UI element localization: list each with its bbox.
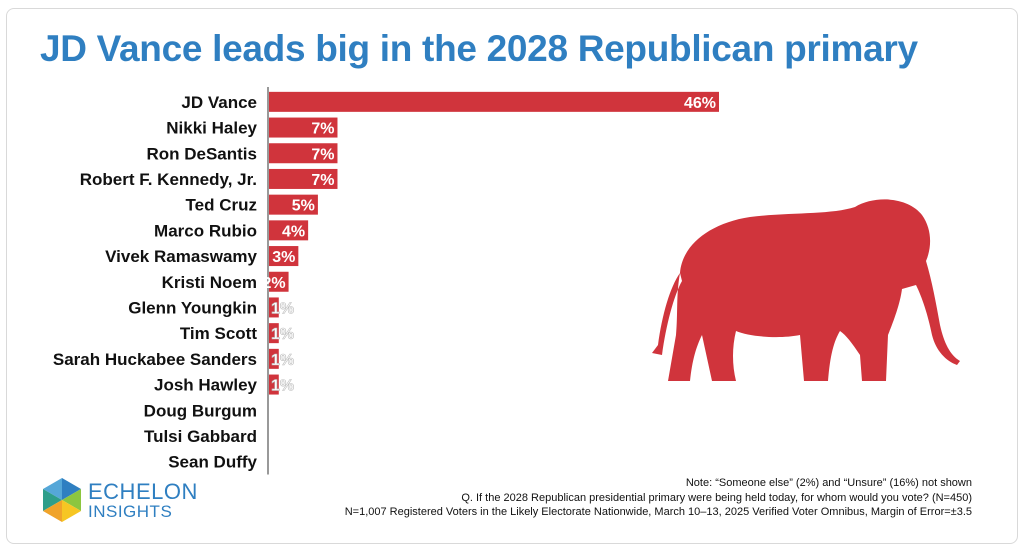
- category-label: Ron DeSantis: [146, 144, 257, 163]
- category-label: Marco Rubio: [154, 221, 257, 240]
- category-label: JD Vance: [181, 93, 257, 112]
- value-label: 3%: [272, 249, 295, 266]
- bar: [269, 323, 279, 344]
- value-label: 1%: [271, 378, 294, 395]
- value-label: 4%: [282, 223, 305, 240]
- bar: [269, 117, 338, 138]
- bar: [269, 194, 318, 215]
- bar: [269, 246, 299, 267]
- category-label: Nikki Haley: [166, 119, 257, 138]
- category-label: Sarah Huckabee Sanders: [53, 350, 257, 369]
- note-methodology: N=1,007 Registered Voters in the Likely …: [344, 506, 972, 518]
- bar: [269, 348, 279, 369]
- logo-subtitle: INSIGHTS: [88, 502, 173, 521]
- value-label: 2%: [262, 275, 285, 292]
- note-excluded: Note: “Someone else” (2%) and “Unsure” (…: [685, 477, 972, 489]
- logo-name: ECHELON: [88, 479, 198, 504]
- footnotes: Note: “Someone else” (2%) and “Unsure” (…: [345, 476, 972, 520]
- value-label: 1%: [271, 300, 294, 317]
- bar: [269, 271, 289, 292]
- echelon-insights-logo: ECHELON INSIGHTS: [40, 476, 240, 524]
- category-label: Kristi Noem: [162, 273, 257, 292]
- category-label: Josh Hawley: [154, 376, 258, 395]
- category-label: Doug Burgum: [144, 401, 257, 420]
- category-label: Robert F. Kennedy, Jr.: [80, 170, 257, 189]
- category-label: Sean Duffy: [168, 453, 257, 472]
- value-label: 7%: [311, 121, 334, 138]
- value-label: 1%: [271, 352, 294, 369]
- category-label: Tim Scott: [180, 324, 257, 343]
- bar: [269, 91, 719, 112]
- note-question: Q. If the 2028 Republican presidential p…: [461, 491, 972, 504]
- value-label: 46%: [684, 95, 716, 112]
- bar: [269, 297, 279, 318]
- hexagon-logo-icon: [43, 478, 81, 522]
- category-label: Vivek Ramaswamy: [105, 247, 257, 266]
- value-label: 1%: [271, 326, 294, 343]
- bar: [269, 143, 338, 164]
- bar: [269, 168, 338, 189]
- value-label: 7%: [311, 146, 334, 163]
- category-label: Tulsi Gabbard: [144, 427, 257, 446]
- chart-title: JD Vance leads big in the 2028 Republica…: [40, 28, 918, 69]
- category-label: Ted Cruz: [186, 196, 257, 215]
- value-label: 7%: [311, 172, 334, 189]
- bar: [269, 220, 309, 241]
- elephant-icon: [652, 199, 960, 381]
- category-label: Glenn Youngkin: [128, 298, 257, 317]
- bar: [269, 374, 279, 395]
- value-label: 5%: [292, 198, 315, 215]
